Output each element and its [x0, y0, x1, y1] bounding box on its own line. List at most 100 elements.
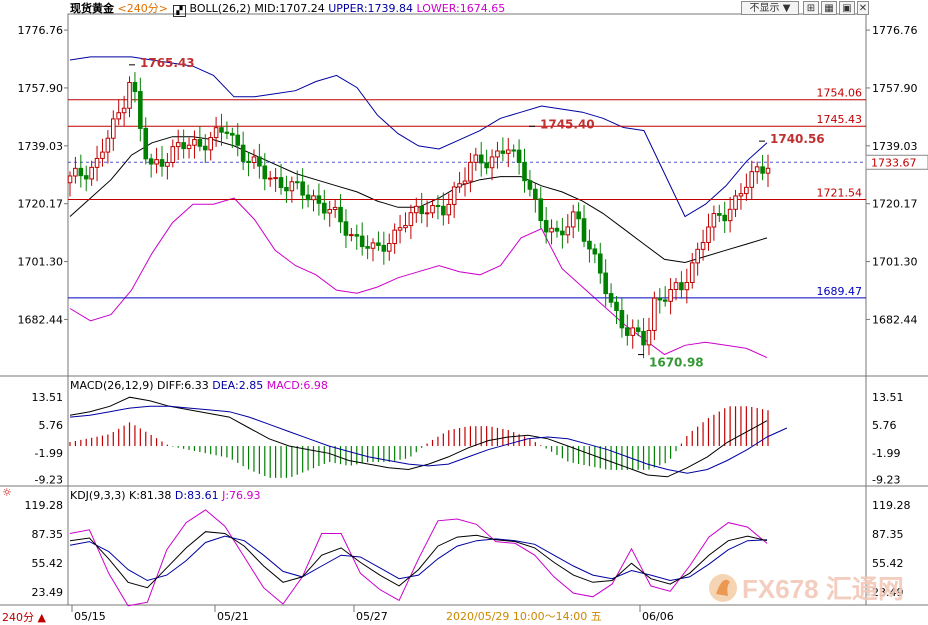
candle-body — [354, 234, 360, 237]
candle-body — [181, 142, 186, 150]
candle-body — [738, 193, 744, 197]
candle-body — [565, 226, 571, 236]
candle-body — [744, 186, 749, 195]
candle-body — [322, 202, 327, 214]
candle-body — [543, 220, 549, 233]
period-button[interactable]: 240分 ▲ — [2, 611, 46, 624]
candle-body — [143, 127, 149, 160]
kdj-axis-left-3: 23.49 — [32, 586, 64, 599]
candle-body — [300, 181, 305, 196]
candle-body — [581, 218, 587, 242]
close-icon[interactable]: ✕ — [857, 1, 869, 15]
candle-body — [727, 208, 733, 222]
candle-body — [165, 162, 170, 167]
candle-body — [749, 171, 755, 188]
candle-body — [386, 243, 392, 252]
candle-body — [273, 177, 278, 180]
candle-body — [684, 281, 690, 291]
kdj-k-line — [69, 531, 768, 589]
candle-body — [230, 132, 235, 136]
candle-body — [219, 127, 224, 133]
period-label: <240分> — [117, 2, 168, 15]
candle-body — [148, 158, 154, 165]
kdj-axis-right-1: 87.35 — [872, 528, 904, 541]
macd-dea-value: DEA:2.85 — [212, 379, 264, 392]
time-label-1: 05/21 — [217, 610, 249, 623]
candle-body — [110, 118, 116, 139]
layout-icon[interactable]: ▣ — [839, 1, 855, 15]
boll-title: BOLL(26,2) — [189, 2, 251, 15]
candle-body — [332, 206, 338, 210]
macd-axis-right-3: -9.23 — [872, 473, 900, 486]
price-axis-right-5: 1682.44 — [872, 313, 918, 326]
candle-body — [608, 293, 614, 303]
candle-body — [765, 167, 771, 174]
kdj-panel: 119.28 119.28 87.35 87.35 55.42 55.42 23.49 23.… — [25, 499, 911, 607]
kdj-j-line — [69, 509, 768, 607]
candle-body — [397, 227, 403, 231]
macd-dea-line — [69, 405, 788, 474]
level-label-3: 1689.47 — [817, 285, 863, 298]
candle-body — [717, 213, 722, 216]
candle-body — [689, 262, 695, 283]
macd-axis-left-3: -9.23 — [35, 473, 63, 486]
candle-body — [83, 175, 89, 180]
chevron-down-icon: ▼ — [782, 3, 791, 14]
boll-legend: ▞ BOLL(26,2) MID:1707.24 UPPER:1739.84 L… — [173, 2, 505, 17]
candle-body — [457, 183, 462, 188]
candle-body — [154, 159, 159, 165]
candle-body — [100, 151, 105, 159]
candle-body — [294, 181, 300, 184]
candle-body — [278, 177, 284, 189]
candle-body — [722, 214, 728, 222]
candle-body — [603, 272, 608, 295]
candle-body — [576, 211, 581, 220]
candle-body — [668, 289, 673, 302]
candle-body — [89, 166, 94, 180]
candle-body — [121, 107, 127, 114]
candle-body — [224, 131, 230, 134]
add-indicator-icon[interactable]: ⊞ — [803, 1, 819, 15]
price-annotations: 1765.43 1745.40 1740.56 1670.98 — [129, 56, 825, 370]
candle-body — [192, 139, 197, 146]
candle-body — [430, 205, 435, 214]
candle-body — [468, 161, 473, 182]
candle-body — [706, 226, 711, 243]
price-axis-right-2: 1739.03 — [872, 140, 918, 153]
candle-body — [419, 205, 425, 215]
candle-body — [208, 137, 213, 151]
candle-body — [597, 253, 603, 274]
candle-body — [652, 297, 657, 331]
candle-body — [262, 165, 268, 180]
candle-body — [592, 248, 598, 255]
candle-body — [549, 227, 554, 233]
candle-body — [505, 149, 511, 154]
display-dropdown[interactable]: 不显示 ▼ — [741, 1, 799, 15]
candle-body — [500, 150, 506, 154]
cursor-time-label: 2020/05/29 10:00～14:00 五 — [446, 610, 602, 623]
candle-body — [381, 244, 387, 252]
candle-body — [641, 330, 646, 346]
kdj-legend: KDJ(9,3,3) K:81.38 D:83.61 J:76.93 — [70, 489, 261, 503]
candle-body — [446, 203, 452, 216]
level-label-0: 1754.06 — [817, 87, 863, 100]
boll-lower-value: LOWER:1674.65 — [416, 2, 506, 15]
boll-icon[interactable]: ▞ — [173, 5, 186, 17]
candle-body — [284, 187, 289, 192]
candle-body — [213, 127, 219, 139]
candle-body — [159, 159, 165, 167]
settings-sun-icon[interactable]: ☼ — [2, 486, 12, 499]
candle-body — [554, 227, 560, 232]
candle-body — [78, 167, 84, 177]
macd-panel: 13.51 13.51 5.76 5.76 -1.99 -1.99 -9.23 -9.23 — [32, 391, 904, 486]
candle-body — [316, 195, 322, 204]
grid-icon[interactable]: ▦ — [821, 1, 837, 15]
price-axis-left-0: 1776.76 — [18, 24, 64, 37]
candle-body — [175, 142, 181, 148]
horizontal-levels: 1754.06 1745.43 1721.54 1689.47 1733.67 — [68, 87, 928, 299]
candle-body — [267, 177, 273, 180]
candle-body — [116, 112, 121, 120]
macd-legend: MACD(26,12,9) DIFF:6.33 DEA:2.85 MACD:6.… — [70, 379, 328, 393]
macd-axis-right-0: 13.51 — [872, 391, 904, 404]
candle-body — [327, 208, 333, 214]
